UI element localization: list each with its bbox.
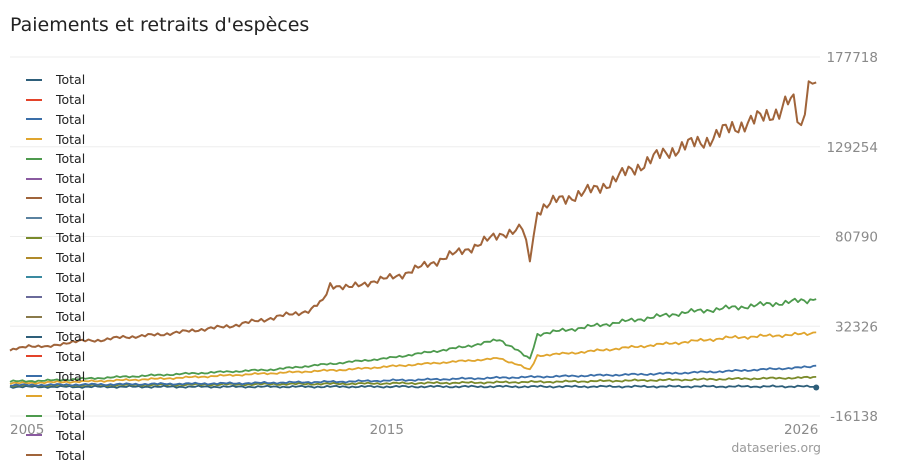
- legend-item[interactable]: Total: [26, 268, 146, 288]
- legend-label: Total: [56, 388, 86, 404]
- x-axis-ticks: 2005 2015 2026: [10, 422, 818, 438]
- series-line: [9, 80, 817, 352]
- legend-label: Total: [56, 230, 86, 246]
- series-line: [9, 297, 817, 383]
- legend-swatch: [26, 276, 42, 279]
- legend-swatch: [26, 177, 42, 180]
- legend-label: Total: [56, 151, 86, 167]
- legend-item[interactable]: Total: [26, 70, 146, 90]
- legend-item[interactable]: Total: [26, 110, 146, 130]
- x-tick-label: 2005: [10, 422, 44, 438]
- legend-item[interactable]: Total: [26, 366, 146, 386]
- legend-label: Total: [56, 92, 86, 108]
- legend-swatch: [26, 355, 42, 358]
- x-tick-label: 2015: [370, 422, 404, 438]
- legend-label: Total: [56, 269, 86, 285]
- legend-swatch: [26, 217, 42, 220]
- legend-swatch: [26, 197, 42, 200]
- legend-label: Total: [56, 289, 86, 305]
- series-line: [9, 331, 817, 385]
- legend-item[interactable]: Total: [26, 149, 146, 169]
- y-tick-label: 80790: [835, 230, 878, 246]
- legend-label: Total: [56, 250, 86, 266]
- legend-swatch: [26, 78, 42, 81]
- legend-item[interactable]: Total: [26, 129, 146, 149]
- legend-label: Total: [56, 171, 86, 187]
- legend-swatch: [26, 98, 42, 101]
- legend-item[interactable]: Total: [26, 228, 146, 248]
- legend-swatch: [26, 138, 42, 141]
- legend-swatch: [26, 118, 42, 121]
- legend-label: Total: [56, 111, 86, 127]
- legend: Total Total Total Total Total Total Total Total…: [26, 70, 146, 465]
- legend-label: Total: [56, 447, 86, 463]
- legend-label: Total: [56, 131, 86, 147]
- legend-label: Total: [56, 72, 86, 88]
- legend-swatch: [26, 454, 42, 457]
- legend-item[interactable]: Total: [26, 287, 146, 307]
- legend-item[interactable]: Total: [26, 90, 146, 110]
- legend-item[interactable]: Total: [26, 347, 146, 367]
- legend-swatch: [26, 335, 42, 338]
- x-tick-label: 2026: [784, 422, 818, 438]
- series-line: [9, 364, 817, 387]
- legend-label: Total: [56, 348, 86, 364]
- legend-label: Total: [56, 210, 86, 226]
- legend-label: Total: [56, 427, 86, 443]
- legend-label: Total: [56, 329, 86, 345]
- legend-item[interactable]: Total: [26, 386, 146, 406]
- series-end-marker: [813, 384, 820, 391]
- legend-swatch: [26, 414, 42, 417]
- series-line: [9, 384, 817, 389]
- watermark: dataseries.org: [731, 440, 821, 455]
- legend-label: Total: [56, 309, 86, 325]
- legend-swatch: [26, 256, 42, 259]
- y-tick-label: 177718: [826, 50, 878, 66]
- legend-item[interactable]: Total: [26, 248, 146, 268]
- legend-item[interactable]: Total: [26, 426, 146, 446]
- legend-label: Total: [56, 368, 86, 384]
- series-lines: [9, 80, 820, 391]
- legend-item[interactable]: Total: [26, 169, 146, 189]
- legend-item[interactable]: Total: [26, 445, 146, 465]
- chart-title: Paiements et retraits d'espèces: [10, 14, 310, 36]
- legend-item[interactable]: Total: [26, 189, 146, 209]
- legend-swatch: [26, 296, 42, 299]
- legend-item[interactable]: Total: [26, 327, 146, 347]
- legend-swatch: [26, 236, 42, 239]
- y-tick-label: 129254: [826, 140, 878, 156]
- y-tick-label: 32326: [835, 319, 878, 335]
- legend-item[interactable]: Total: [26, 208, 146, 228]
- legend-item[interactable]: Total: [26, 307, 146, 327]
- legend-swatch: [26, 375, 42, 378]
- y-axis-ticks: -16138 32326 80790 129254 177718: [826, 50, 878, 425]
- legend-swatch: [26, 434, 42, 437]
- legend-item[interactable]: Total: [26, 406, 146, 426]
- legend-swatch: [26, 394, 42, 397]
- legend-label: Total: [56, 408, 86, 424]
- legend-swatch: [26, 315, 42, 318]
- y-tick-label: -16138: [830, 409, 878, 425]
- legend-label: Total: [56, 190, 86, 206]
- legend-swatch: [26, 157, 42, 160]
